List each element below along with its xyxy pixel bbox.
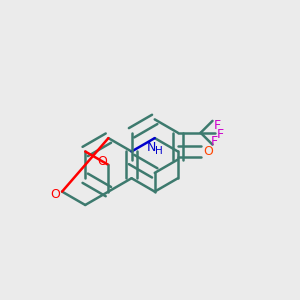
Text: N: N xyxy=(147,140,156,154)
Text: O: O xyxy=(203,145,213,158)
Text: O: O xyxy=(51,188,61,201)
Text: F: F xyxy=(213,119,220,132)
Text: F: F xyxy=(210,135,218,148)
Text: O: O xyxy=(97,155,107,168)
Text: F: F xyxy=(217,128,224,141)
Text: H: H xyxy=(155,146,163,157)
